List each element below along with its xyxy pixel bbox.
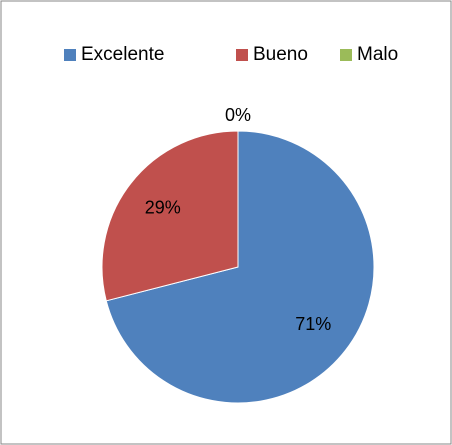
pie-slice — [105, 130, 375, 404]
legend-swatch — [64, 49, 76, 61]
legend: Excelente Bueno Malo — [64, 44, 398, 65]
value-label: 29% — [145, 197, 181, 217]
value-label: 71% — [295, 314, 331, 334]
value-label: 0% — [225, 105, 251, 125]
legend-swatch — [340, 49, 352, 61]
pie — [101, 130, 375, 404]
legend-label: Malo — [357, 44, 398, 65]
legend-swatch — [236, 49, 248, 61]
pie-slice — [101, 130, 239, 302]
legend-label: Excelente — [81, 44, 164, 65]
legend-label: Bueno — [253, 44, 308, 65]
value-labels: 71% 29% 0% — [145, 105, 331, 334]
